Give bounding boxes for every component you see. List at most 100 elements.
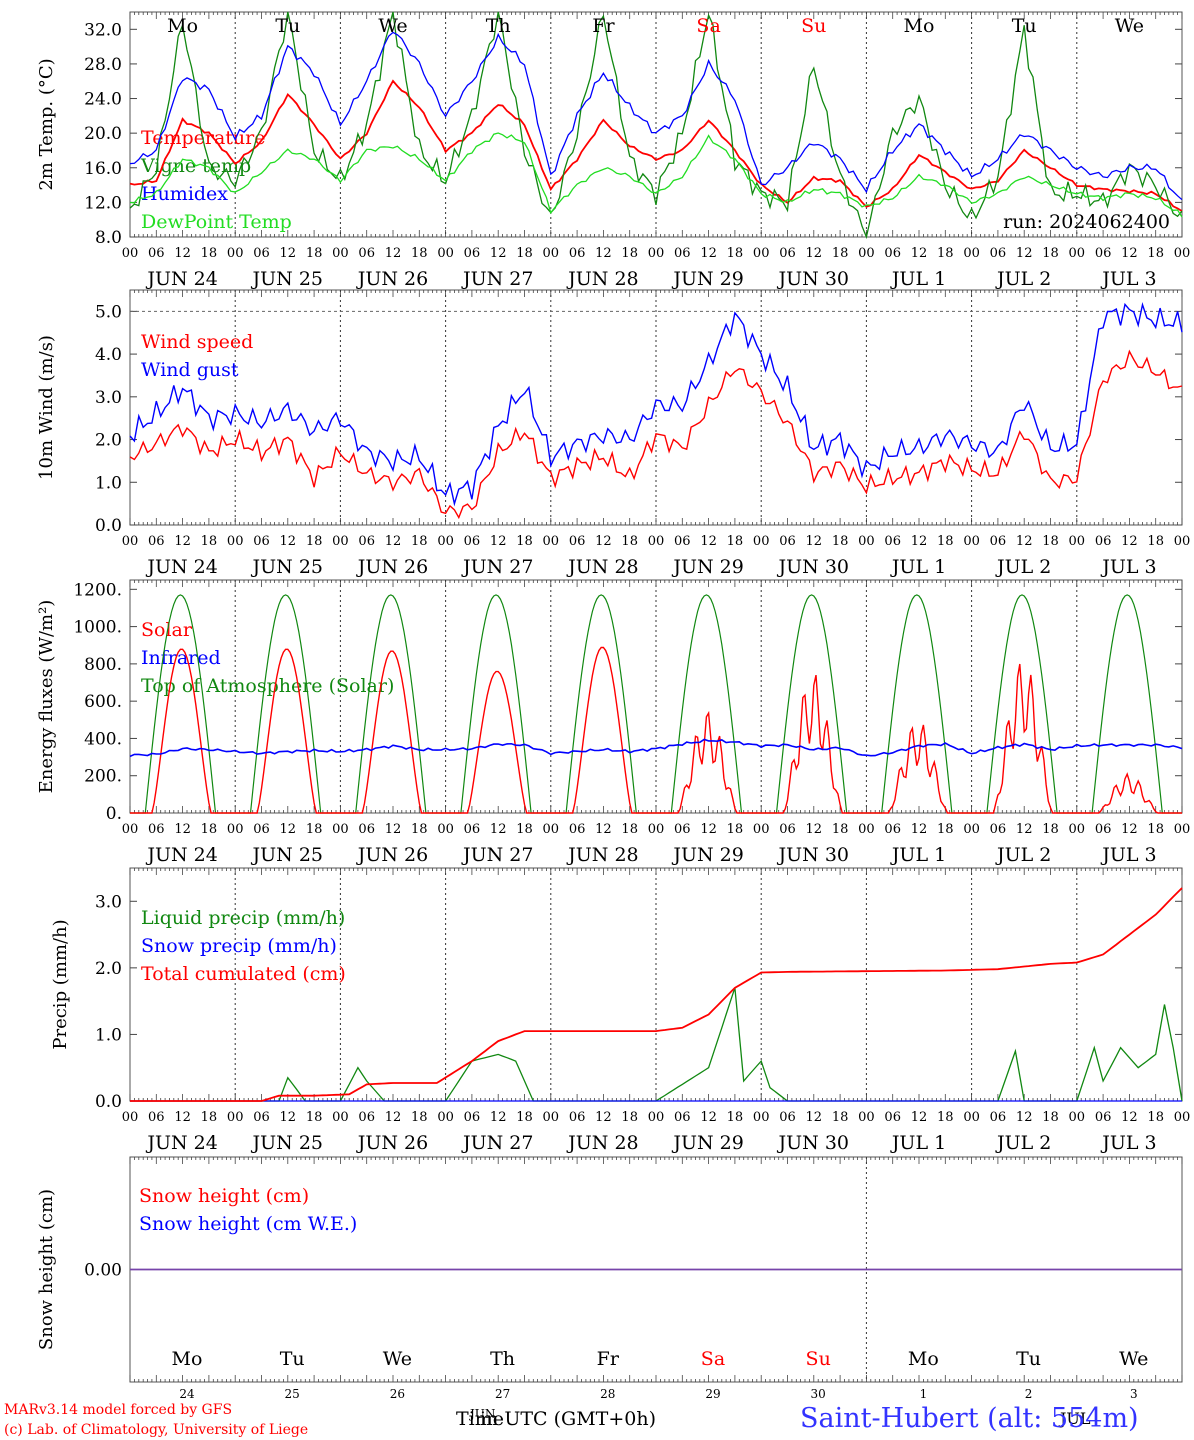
hour-tick-label: 12 [595,246,612,261]
hour-tick-label: 12 [806,534,823,549]
hour-tick-label: 00 [332,534,349,549]
legend-snow-precip-mm-h: Snow precip (mm/h) [141,935,337,957]
y-tick-label: 1.0 [95,473,122,493]
hour-tick-label: 06 [253,246,270,261]
hour-tick-label: 18 [411,822,428,837]
hour-tick-label: 00 [1069,534,1086,549]
hour-tick-label: 12 [490,246,507,261]
hour-tick-label: 18 [201,534,218,549]
date-label: JUL 1 [890,268,946,290]
date-label: JUN 26 [356,268,428,290]
hour-tick-label: 12 [1016,1110,1033,1125]
hour-tick-label: 06 [1095,1110,1112,1125]
hour-tick-label: 18 [1147,246,1164,261]
y-tick-label: 20.0 [84,124,122,144]
y-tick-label: 2.0 [95,959,122,979]
hour-tick-label: 12 [174,246,191,261]
legend-top-of-atmosphere-solar: Top of Atmosphere (Solar) [141,675,394,697]
date-label: JUL 2 [995,1132,1051,1154]
hour-ticks [129,1157,1183,1382]
y-tick-label: 0.00 [84,1261,122,1281]
date-label: JUN 25 [251,1132,323,1154]
hour-tick-label: 18 [1042,534,1059,549]
y-tick-label: 800. [84,655,122,675]
hour-tick-label: 12 [911,246,928,261]
hour-tick-label: 06 [148,1110,165,1125]
weekday-label: We [1115,15,1144,37]
date-label: JUL 2 [995,844,1051,866]
hour-tick-label: 06 [464,534,481,549]
hour-tick-label: 06 [674,822,691,837]
hour-tick-label: 12 [700,1110,717,1125]
hour-tick-label: 12 [490,1110,507,1125]
hour-tick-label: 00 [437,822,454,837]
hour-tick-label: 18 [937,822,954,837]
hour-tick-label: 12 [174,534,191,549]
weekday-label: Fr [592,15,615,37]
hour-tick-label: 06 [884,822,901,837]
y-tick-label: 12.0 [84,193,122,213]
date-label: JUN 24 [145,268,217,290]
date-label: JUN 29 [671,1132,743,1154]
run-label: run: 2024062400 [1003,211,1170,233]
hour-tick-label: 06 [779,534,796,549]
y-tick-label: 3.0 [95,388,122,408]
weekday-label: Tu [280,1348,305,1370]
hour-ticks [129,12,1183,237]
hour-tick-label: 06 [779,246,796,261]
hour-tick-label: 06 [779,822,796,837]
hour-tick-label: 12 [595,1110,612,1125]
hour-tick-label: 12 [385,246,402,261]
y-tick-label: 32.0 [84,20,122,40]
hour-tick-label: 18 [411,534,428,549]
hour-tick-label: 18 [727,246,744,261]
weekday-label: Th [490,1348,515,1370]
hour-tick-label: 00 [122,822,139,837]
hour-tick-label: 06 [358,246,375,261]
hour-tick-label: 12 [280,246,297,261]
series-dewpoint-temp [129,132,1183,218]
weekday-label: Tu [1012,15,1037,37]
hour-tick-label: 06 [884,1110,901,1125]
hour-tick-label: 18 [411,246,428,261]
date-label: JUN 28 [566,1132,638,1154]
date-label: JUN 28 [566,844,638,866]
weekday-label: We [383,1348,412,1370]
day-number-label: 27 [495,1387,510,1401]
legend-infrared: Infrared [141,647,221,669]
hour-tick-label: 06 [1095,246,1112,261]
date-label: JUN 26 [356,1132,428,1154]
hour-tick-label: 18 [1042,246,1059,261]
weekday-label: Su [801,15,826,37]
date-label: JUN 27 [461,268,533,290]
hour-tick-label: 06 [884,534,901,549]
hour-tick-label: 06 [253,822,270,837]
hour-tick-label: 18 [727,534,744,549]
y-tick-label: 4.0 [95,345,122,365]
hour-tick-label: 00 [753,534,770,549]
date-label: JUN 24 [145,556,217,578]
hour-tick-label: 12 [280,1110,297,1125]
day-number-label: 1 [920,1387,928,1401]
y-axis-label: 2m Temp. (°C) [36,58,57,190]
date-label: JUL 3 [1100,844,1156,866]
hour-tick-label: 18 [516,246,533,261]
date-label: JUL 3 [1100,1132,1156,1154]
date-label: JUN 25 [251,556,323,578]
hour-tick-label: 00 [648,534,665,549]
hour-tick-label: 18 [621,534,638,549]
panel-snow-height-cm: 0.00 Snow height (cm) Snow height (cm) Snow… [36,1156,1183,1401]
legend-total-cumulated-cm: Total cumulated (cm) [141,963,346,985]
hour-tick-label: 12 [700,534,717,549]
hour-tick-label: 00 [963,246,980,261]
date-label: JUN 30 [777,556,849,578]
day-number-label: 26 [390,1387,405,1401]
weekday-label: We [378,15,407,37]
hour-tick-label: 00 [332,246,349,261]
hour-tick-label: 12 [806,1110,823,1125]
jul-month-label: JUL [1058,1409,1091,1428]
date-label: JUN 24 [145,1132,217,1154]
hour-tick-label: 12 [806,822,823,837]
series-solar [130,646,1182,814]
weekday-label: Mo [908,1348,939,1370]
